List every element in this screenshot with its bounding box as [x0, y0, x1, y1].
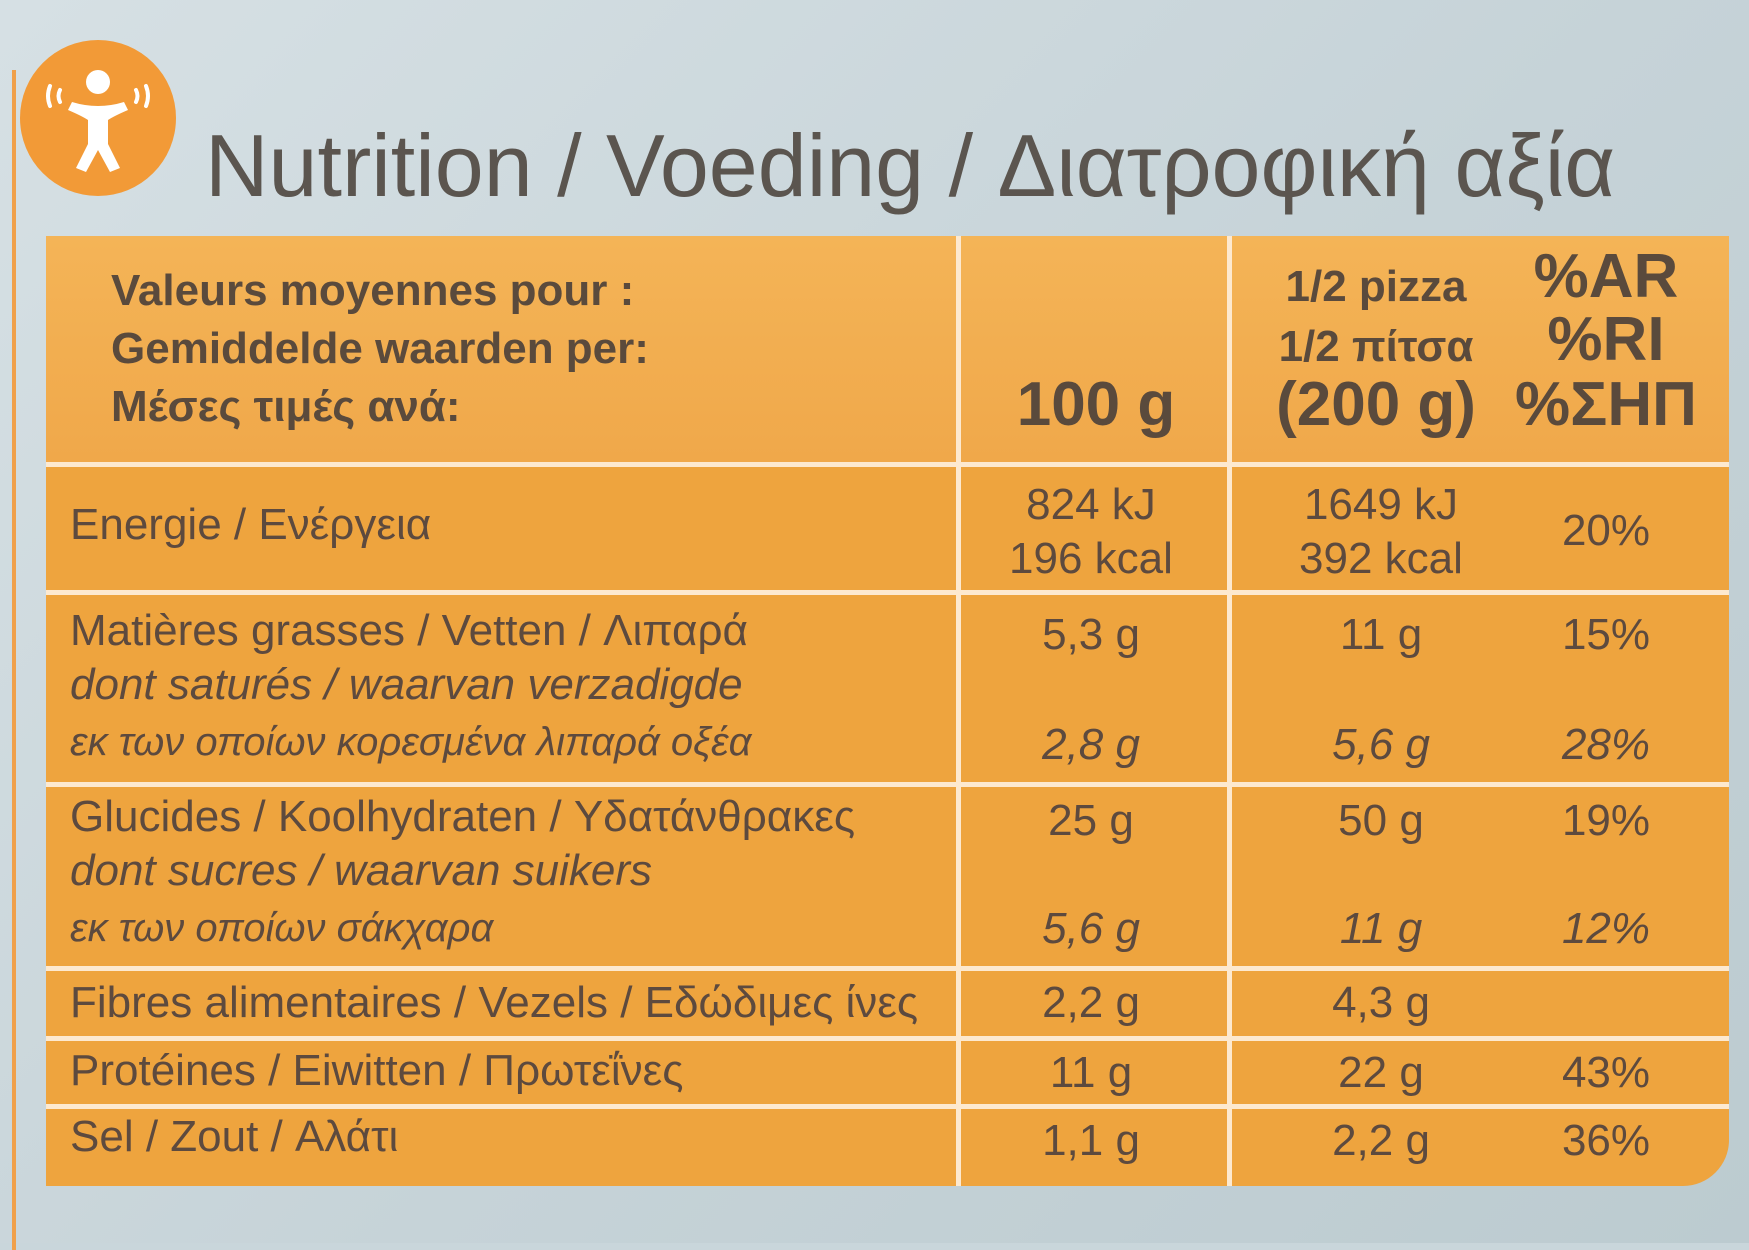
frame-border — [12, 70, 16, 1250]
energy-100g-kj: 824 kJ — [1026, 480, 1156, 529]
header-label-fr: Valeurs moyennes pour : — [111, 266, 635, 315]
carbs-100g: 25 g — [1048, 796, 1134, 845]
row-divider — [46, 966, 1729, 971]
column-divider — [956, 236, 961, 1186]
row-label-protein: Protéines / Eiwitten / Πρωτεΐνες — [70, 1046, 684, 1095]
saturates-pct: 28% — [1561, 720, 1651, 769]
saturates-half: 5,6 g — [1332, 720, 1430, 769]
energy-half-kcal: 392 kcal — [1299, 534, 1463, 583]
header-100g: 100 g — [1016, 370, 1176, 439]
row-divider — [46, 590, 1729, 595]
header-pct-nl: %RI — [1547, 305, 1665, 374]
header-half-pizza-el: 1/2 πίτσα — [1278, 322, 1474, 371]
sugars-half: 11 g — [1339, 904, 1423, 953]
row-label-fat: Matières grasses / Vetten / Λιπαρά — [70, 606, 748, 655]
fibre-half: 4,3 g — [1332, 978, 1430, 1027]
row-label-carbs: Glucides / Koolhydraten / Υδατάνθρακες — [70, 792, 856, 841]
fibre-100g: 2,2 g — [1042, 978, 1140, 1027]
salt-half: 2,2 g — [1332, 1116, 1430, 1165]
row-label-saturates-el: εκ των οποίων κορεσμένα λιπαρά οξέα — [70, 720, 752, 764]
header-label-nl: Gemiddelde waarden per: — [111, 324, 649, 373]
sugars-pct: 12% — [1561, 904, 1651, 953]
protein-100g: 11 g — [1049, 1048, 1133, 1097]
carbs-half: 50 g — [1338, 796, 1424, 845]
salt-100g: 1,1 g — [1042, 1116, 1140, 1165]
energy-half-kj: 1649 kJ — [1303, 480, 1459, 529]
row-divider — [46, 1104, 1729, 1109]
row-label-sugars-el: εκ των οποίων σάκχαρα — [70, 906, 494, 950]
row-divider — [46, 462, 1729, 467]
page-title: Nutrition / Voeding / Διατροφική αξία — [205, 116, 1616, 215]
energy-pct: 20% — [1561, 506, 1651, 555]
header-pct-fr: %AR — [1533, 242, 1679, 311]
row-divider — [46, 782, 1729, 787]
row-label-saturates: dont saturés / waarvan verzadigde — [70, 660, 743, 709]
saturates-100g: 2,8 g — [1042, 720, 1140, 769]
nutrition-table: Valeurs moyennes pour : Gemiddelde waard… — [46, 236, 1729, 1186]
protein-pct: 43% — [1561, 1048, 1651, 1097]
row-divider — [46, 1036, 1729, 1041]
energy-100g-kcal: 196 kcal — [1009, 534, 1173, 583]
fat-100g: 5,3 g — [1042, 610, 1140, 659]
row-label-salt: Sel / Zout / Αλάτι — [70, 1112, 399, 1161]
salt-pct: 36% — [1561, 1116, 1651, 1165]
protein-half: 22 g — [1338, 1048, 1424, 1097]
row-label-sugars: dont sucres / waarvan suikers — [70, 846, 653, 895]
fat-half: 11 g — [1339, 610, 1423, 659]
sugars-100g: 5,6 g — [1042, 904, 1140, 953]
active-person-icon — [20, 40, 176, 196]
header-label-el: Μέσες τιμές ανά: — [111, 382, 461, 431]
carbs-pct: 19% — [1561, 796, 1651, 845]
row-label-fibre: Fibres alimentaires / Vezels / Εδώδιμες … — [70, 978, 919, 1027]
header-half-pizza-fr: 1/2 pizza — [1285, 262, 1467, 311]
row-label-energy: Energie / Ενέργεια — [70, 500, 432, 549]
fat-pct: 15% — [1561, 610, 1651, 659]
header-pct-el: %ΣΗΠ — [1515, 370, 1697, 439]
column-divider — [1227, 236, 1232, 1186]
table-header — [46, 236, 1729, 462]
header-half-pizza-weight: (200 g) — [1276, 370, 1476, 439]
